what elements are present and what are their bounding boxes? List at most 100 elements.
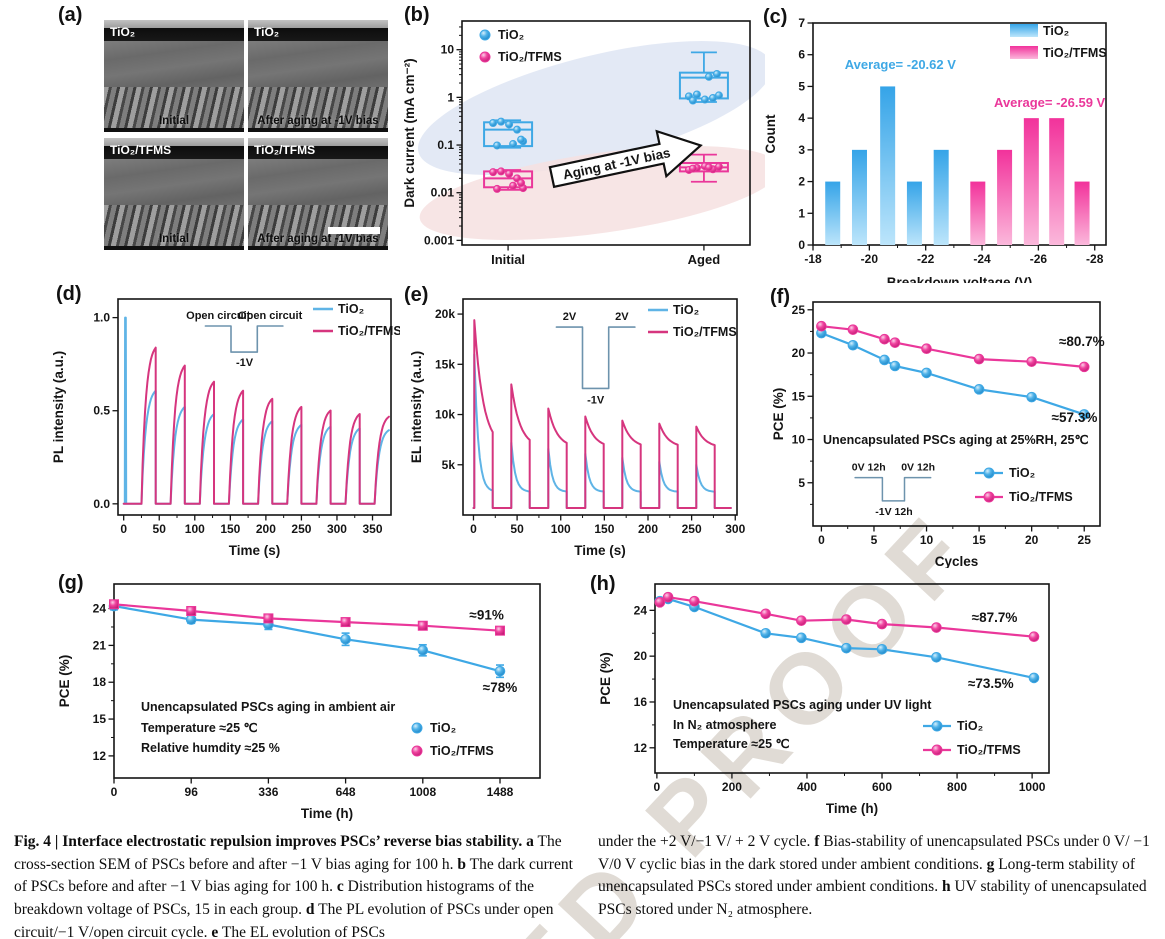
svg-text:400: 400 <box>797 780 817 794</box>
svg-text:0: 0 <box>798 238 805 252</box>
svg-text:Open circuit: Open circuit <box>186 310 251 322</box>
svg-text:TiO₂/TFMS: TiO₂/TFMS <box>957 743 1021 757</box>
svg-text:-26: -26 <box>1030 252 1048 266</box>
svg-text:3: 3 <box>798 143 805 157</box>
svg-text:15: 15 <box>93 712 107 726</box>
svg-text:24: 24 <box>93 602 107 616</box>
panel-d-chart: 0 50 100 150 200 250 300 350 0.0 0.5 1.0 Time (s) PL… <box>51 298 400 558</box>
svg-text:0.001: 0.001 <box>424 233 454 247</box>
panel-h-chart: 0 200 400 600 800 1000 12 16 20 24 Time (h) PCE (%)… <box>598 583 1050 816</box>
svg-text:10: 10 <box>920 533 934 547</box>
svg-text:Time (s): Time (s) <box>574 543 626 558</box>
svg-text:20: 20 <box>792 346 806 360</box>
sem-caption: Initial <box>158 115 190 127</box>
caption-left: Fig. 4 | Interface electrostatic repulsi… <box>14 833 573 939</box>
svg-text:5k: 5k <box>442 458 456 472</box>
svg-text:1: 1 <box>798 206 805 220</box>
svg-text:150: 150 <box>594 522 614 536</box>
svg-text:10k: 10k <box>435 408 455 422</box>
svg-text:5: 5 <box>871 533 878 547</box>
svg-text:150: 150 <box>220 522 240 536</box>
svg-text:16: 16 <box>634 695 648 709</box>
svg-text:0V 12h: 0V 12h <box>852 462 886 474</box>
sem-image-tio2-initial: TiO₂ Initial <box>104 20 244 132</box>
svg-text:648: 648 <box>336 785 356 799</box>
svg-text:21: 21 <box>93 638 107 652</box>
svg-text:20: 20 <box>1025 533 1039 547</box>
svg-text:PCE (%): PCE (%) <box>771 388 786 441</box>
svg-text:250: 250 <box>682 522 702 536</box>
svg-text:Average= -26.59 V: Average= -26.59 V <box>994 95 1106 110</box>
svg-text:0: 0 <box>654 780 661 794</box>
svg-text:Temperature ≈25 ℃: Temperature ≈25 ℃ <box>673 737 790 751</box>
svg-text:≈87.7%: ≈87.7% <box>972 610 1018 625</box>
svg-text:300: 300 <box>725 522 745 536</box>
panel-b-chart: 10 1 0.1 0.01 0.001 Dark current (mA cm⁻²) Ini… <box>402 20 765 267</box>
svg-text:Unencapsulated PSCs aging in a: Unencapsulated PSCs aging in ambient air <box>141 700 395 714</box>
svg-text:2V: 2V <box>563 311 577 323</box>
svg-text:25: 25 <box>792 303 806 317</box>
sem-caption: After aging at -1V bias <box>257 115 379 127</box>
svg-text:336: 336 <box>258 785 278 799</box>
svg-text:TiO₂: TiO₂ <box>430 721 456 735</box>
svg-text:≈91%: ≈91% <box>469 608 503 623</box>
svg-text:Initial: Initial <box>491 252 525 267</box>
svg-text:250: 250 <box>291 522 311 536</box>
svg-text:In N₂ atmosphere: In N₂ atmosphere <box>673 718 777 732</box>
svg-text:TiO₂/TFMS: TiO₂/TFMS <box>338 324 400 338</box>
svg-text:24: 24 <box>634 603 648 617</box>
panel-label-e: (e) <box>404 284 429 306</box>
svg-text:5: 5 <box>798 79 805 93</box>
panel-e-chart: 0 50 100 150 200 250 300 5k 10k 15k 20k Time (s) EL … <box>409 298 746 558</box>
svg-text:0: 0 <box>120 522 127 536</box>
svg-text:0.01: 0.01 <box>431 186 455 200</box>
svg-text:≈80.7%: ≈80.7% <box>1059 334 1105 349</box>
svg-text:1: 1 <box>447 90 454 104</box>
svg-text:7: 7 <box>798 16 805 30</box>
sem-image-tfms-initial: TiO₂/TFMS Initial <box>104 138 244 250</box>
svg-text:96: 96 <box>185 785 199 799</box>
svg-text:100: 100 <box>185 522 205 536</box>
svg-text:TiO₂: TiO₂ <box>338 302 364 316</box>
svg-text:1488: 1488 <box>487 785 514 799</box>
panel-g-chart: 0 96 336 648 1008 1488 12 15 18 21 24 Time (h) PCE (… <box>57 583 541 821</box>
panel-label-f: (f) <box>770 286 790 308</box>
svg-text:Dark current (mA cm⁻²): Dark current (mA cm⁻²) <box>402 58 417 207</box>
svg-text:-1V 12h: -1V 12h <box>875 506 912 518</box>
sem-caption: After aging at -1V bias <box>257 233 379 245</box>
svg-text:0V 12h: 0V 12h <box>901 462 935 474</box>
svg-text:300: 300 <box>327 522 347 536</box>
svg-text:4: 4 <box>798 111 805 125</box>
svg-text:≈57.3%: ≈57.3% <box>1052 410 1098 425</box>
svg-text:12: 12 <box>93 749 107 763</box>
svg-text:Time (h): Time (h) <box>826 801 878 816</box>
svg-text:Unencapsulated PSCs aging unde: Unencapsulated PSCs aging under UV light <box>673 698 932 712</box>
svg-text:10: 10 <box>441 43 455 57</box>
svg-text:10: 10 <box>792 433 806 447</box>
svg-text:-22: -22 <box>917 252 935 266</box>
svg-text:2: 2 <box>798 175 805 189</box>
svg-text:20k: 20k <box>435 307 455 321</box>
svg-text:-1V: -1V <box>236 357 254 369</box>
svg-text:TiO₂: TiO₂ <box>673 303 699 317</box>
sem-corner-label: TiO₂ <box>254 25 280 39</box>
svg-text:200: 200 <box>638 522 658 536</box>
svg-text:-1V: -1V <box>587 394 605 406</box>
svg-text:TiO₂/TFMS: TiO₂/TFMS <box>430 744 494 758</box>
svg-text:Cycles: Cycles <box>935 554 979 568</box>
panel-label-c: (c) <box>763 6 788 28</box>
svg-text:Average= -20.62 V: Average= -20.62 V <box>845 57 957 72</box>
svg-text:-24: -24 <box>973 252 991 266</box>
svg-text:TiO₂/TFMS: TiO₂/TFMS <box>498 50 562 64</box>
sem-caption: Initial <box>158 233 190 245</box>
svg-text:PL intensity (a.u.): PL intensity (a.u.) <box>51 351 66 463</box>
sem-corner-label: TiO₂/TFMS <box>110 143 172 157</box>
svg-text:25: 25 <box>1078 533 1092 547</box>
svg-text:Unencapsulated PSCs aging at 2: Unencapsulated PSCs aging at 25%RH, 25℃ <box>823 433 1089 447</box>
panel-label-d: (d) <box>56 283 82 305</box>
svg-text:1000: 1000 <box>1019 780 1046 794</box>
svg-text:6: 6 <box>798 48 805 62</box>
svg-text:≈78%: ≈78% <box>483 680 517 695</box>
svg-text:12: 12 <box>634 741 648 755</box>
